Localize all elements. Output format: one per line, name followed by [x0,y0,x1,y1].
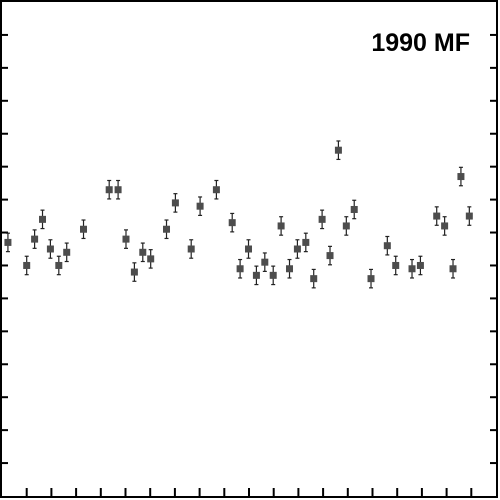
point-marker [367,275,375,283]
point-marker [310,275,318,283]
point-marker [433,212,441,220]
point-marker [130,268,138,276]
data-point [212,179,220,200]
data-point [277,216,285,236]
point-marker [286,265,294,273]
point-marker [196,202,204,210]
data-point [465,206,473,226]
data-point [457,166,465,187]
data-point [302,232,310,253]
point-marker [23,261,31,269]
point-marker [163,225,171,233]
data-point [441,216,449,236]
point-marker [236,265,244,273]
point-marker [114,186,122,194]
point-marker [122,235,130,243]
data-point [163,219,171,240]
axis-ticks [2,33,496,496]
data-point [4,232,12,253]
point-marker [46,245,54,253]
point-marker [383,242,391,250]
point-marker [408,265,416,273]
data-point [139,242,147,263]
data-point [261,252,269,272]
data-point [286,258,294,279]
data-point [171,193,179,213]
data-point [269,265,277,286]
data-point [105,179,113,200]
data-point [147,249,155,269]
point-marker [350,205,358,213]
point-marker [187,245,195,253]
point-marker [139,248,147,256]
point-marker [55,261,63,269]
point-marker [105,186,113,194]
point-marker [80,225,88,233]
point-marker [245,245,253,253]
data-point [130,262,138,282]
data-point [310,268,318,289]
point-marker [416,261,424,269]
data-points [4,140,473,289]
data-point [39,209,47,230]
point-marker [228,219,236,227]
point-marker [39,215,47,223]
point-marker [449,265,457,273]
point-marker [441,222,449,230]
data-point [46,239,54,259]
data-point [252,265,260,286]
data-point [350,199,358,220]
data-point [392,255,400,276]
point-marker [334,146,342,154]
data-point [334,140,342,161]
point-marker [326,252,334,260]
data-point [318,209,326,230]
point-marker [4,238,12,246]
data-point [433,206,441,226]
data-point [31,229,39,249]
data-point [245,239,253,259]
data-point [55,255,63,276]
data-point [408,258,416,279]
point-marker [252,271,260,279]
point-marker [63,248,71,256]
point-marker [277,222,285,230]
data-point [80,219,88,240]
data-point [63,242,71,263]
chart-title: 1990 MF [371,29,470,57]
point-marker [392,261,400,269]
point-marker [212,186,220,194]
point-marker [171,199,179,207]
point-marker [342,222,350,230]
data-point [122,229,130,249]
point-marker [269,271,277,279]
data-point [228,212,236,233]
data-point [416,255,424,276]
data-point [23,255,31,276]
point-marker [147,255,155,263]
point-marker [31,235,39,243]
point-marker [302,238,310,246]
data-point [196,196,204,217]
point-marker [261,258,269,266]
point-marker [465,212,473,220]
data-point [326,245,334,266]
point-marker [293,245,301,253]
point-marker [318,215,326,223]
data-point [293,239,301,259]
data-point [367,268,375,289]
data-point [383,235,391,256]
data-point [236,258,244,279]
point-marker [457,173,465,181]
data-point [114,179,122,200]
data-point [187,239,195,259]
data-point [449,258,457,279]
data-point [342,216,350,236]
